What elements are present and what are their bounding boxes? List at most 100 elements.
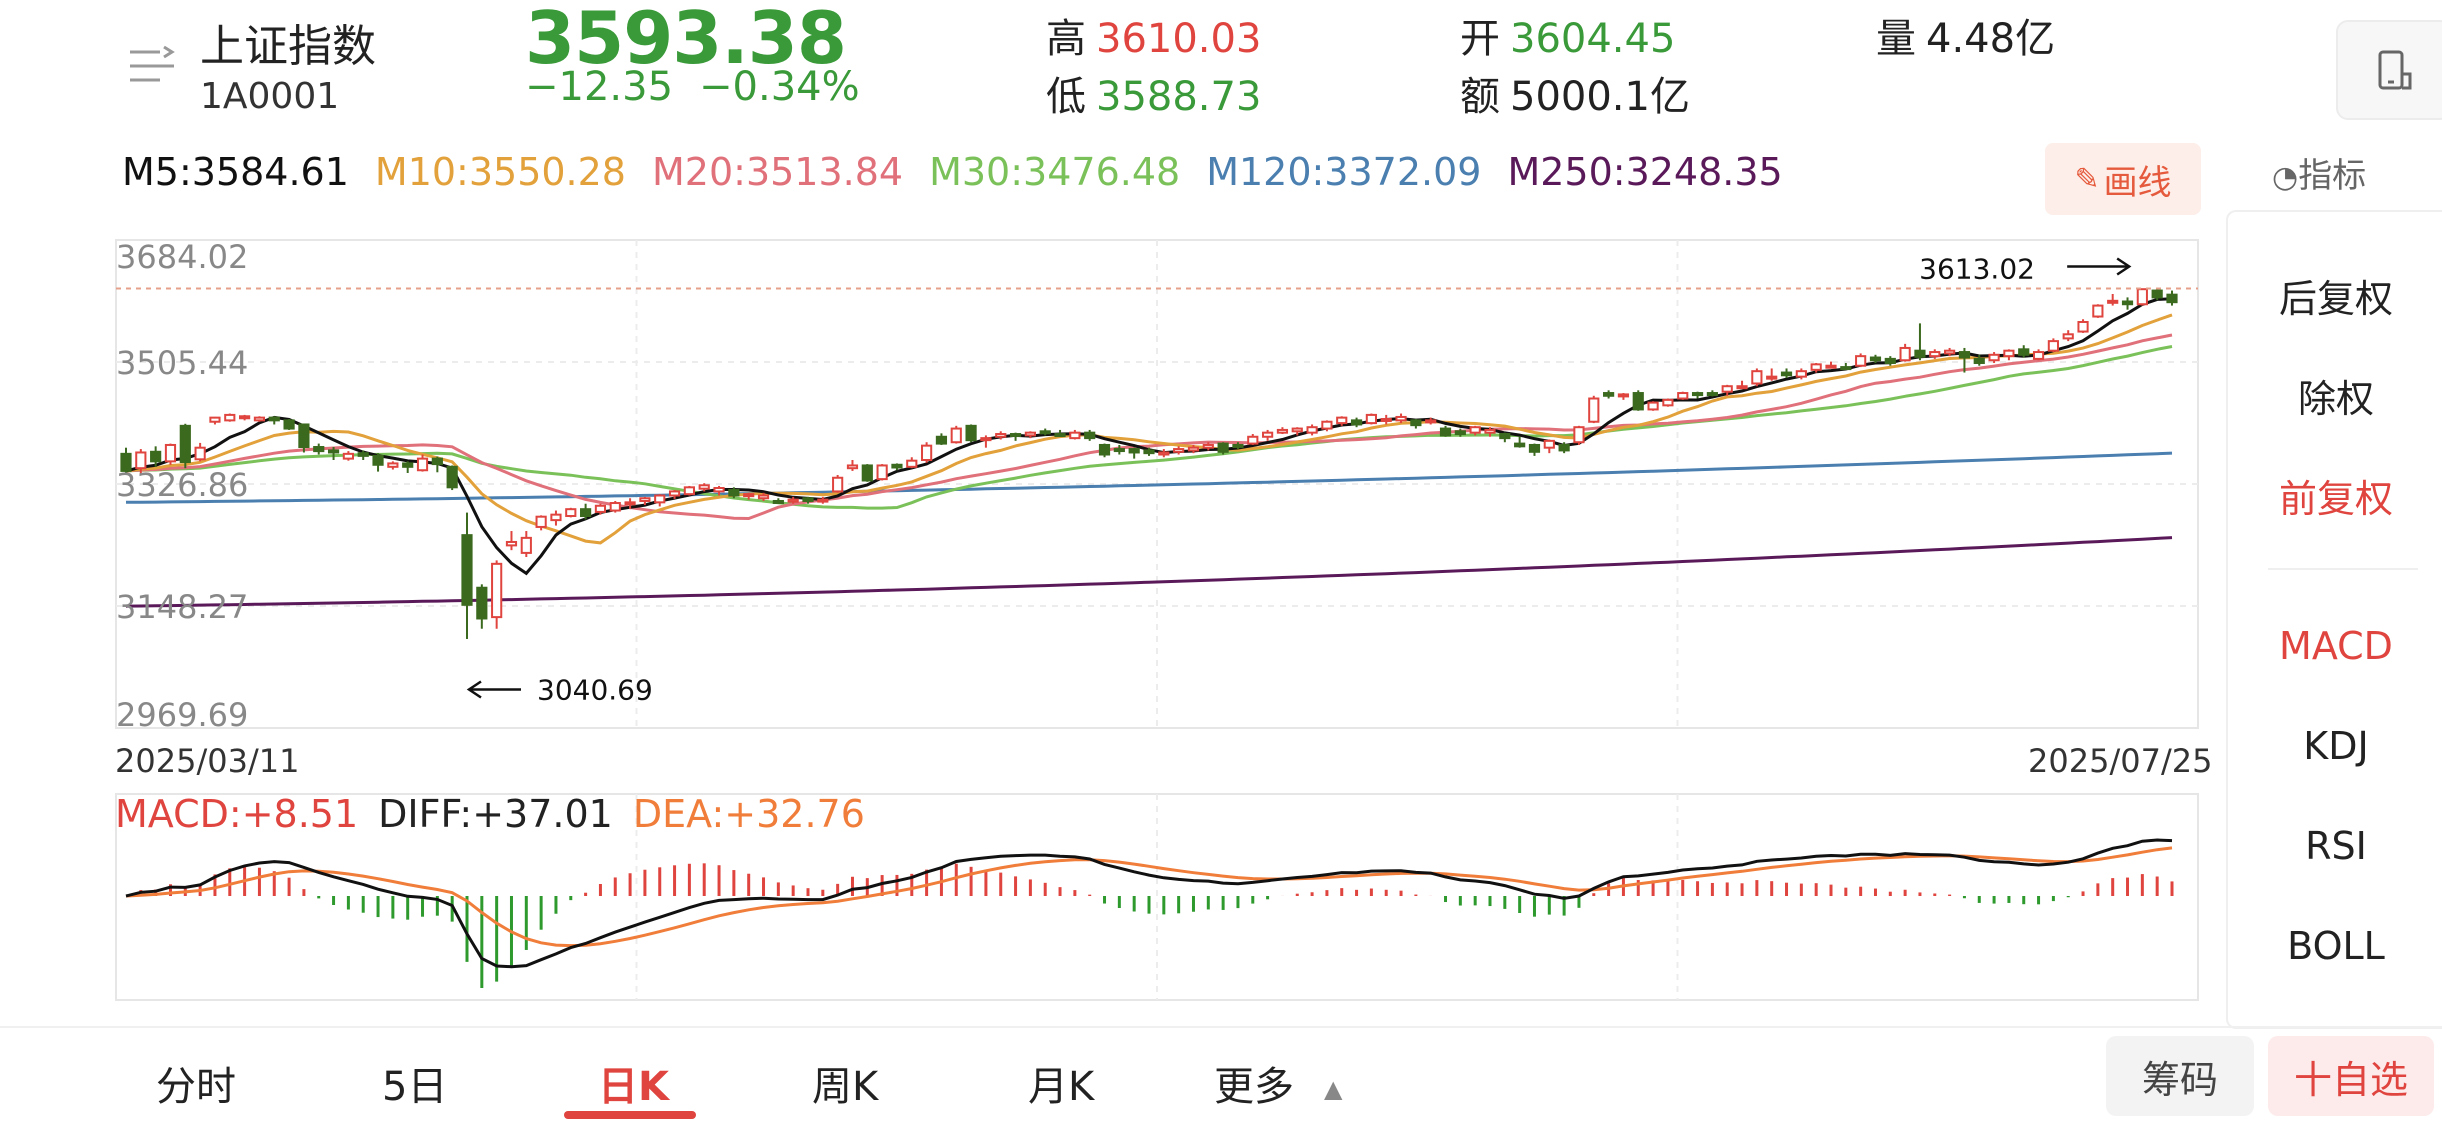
candle-body xyxy=(743,493,755,498)
candle-body xyxy=(698,484,710,490)
candle-body xyxy=(654,494,666,504)
candle-body xyxy=(150,450,162,463)
candle-body xyxy=(1914,349,1926,358)
indicator-item-boll[interactable]: BOLL xyxy=(2287,924,2385,968)
candle-body xyxy=(921,444,933,461)
candle-body xyxy=(1247,435,1259,445)
candle-body xyxy=(550,513,562,522)
tab-monthly-k[interactable]: 月K xyxy=(1028,1064,1095,1110)
rotate-screen-button[interactable] xyxy=(2336,20,2442,120)
max-price-label: 3613.02 xyxy=(1919,253,2035,286)
candle-body xyxy=(1039,430,1051,435)
candle-body xyxy=(1158,451,1170,456)
candle-body xyxy=(1202,443,1214,449)
ma10-line xyxy=(125,313,2173,545)
add-watchlist-button[interactable]: 十自选 xyxy=(2268,1036,2434,1116)
stat-amount: 额 5000.1亿 xyxy=(1460,64,1690,122)
candle-body xyxy=(120,452,132,472)
adjust-indicator-panel: 后复权 除权 前复权 MACD KDJ RSI BOLL xyxy=(2226,210,2442,1029)
candle-body xyxy=(164,443,177,463)
candle-body xyxy=(1306,426,1318,434)
tab-weekly-k[interactable]: 周K xyxy=(812,1064,879,1110)
candle-body xyxy=(1380,418,1392,423)
candle-body xyxy=(283,419,295,430)
stat-volume: 量 4.48亿 xyxy=(1876,6,2055,64)
candle-body xyxy=(1884,357,1896,364)
candle-body xyxy=(728,489,740,497)
candle-body xyxy=(2151,289,2163,299)
indicator-settings-button[interactable]: ◔指标 xyxy=(2272,148,2366,197)
active-tab-indicator xyxy=(564,1111,696,1119)
draw-line-button[interactable]: ✎ 画线 xyxy=(2045,143,2201,215)
candle-body xyxy=(1899,346,1911,362)
indicator-item-kdj[interactable]: KDJ xyxy=(2303,724,2369,768)
min-price-label: 3040.69 xyxy=(537,673,653,706)
candle-body xyxy=(1439,427,1452,437)
candle-body xyxy=(1499,433,1511,440)
candle-body xyxy=(1098,443,1111,456)
candle-body xyxy=(1855,355,1867,367)
indicator-item-rsi[interactable]: RSI xyxy=(2305,824,2367,868)
chip-distribution-button[interactable]: 筹码 xyxy=(2106,1036,2254,1116)
min-arrow-head xyxy=(466,680,482,699)
candle-body xyxy=(1009,433,1022,438)
candle-body xyxy=(1173,448,1185,453)
candle-body xyxy=(2092,304,2104,318)
triangle-up-icon: ▲ xyxy=(1324,1075,1343,1103)
candle-body xyxy=(1187,446,1200,452)
candle-body xyxy=(1677,392,1689,400)
candle-body xyxy=(935,435,948,445)
change-value: −12.35 xyxy=(525,64,674,110)
adjust-item-qian[interactable]: 前复权 xyxy=(2278,477,2393,521)
candle-body xyxy=(1084,431,1096,440)
stat-high-value: 3610.03 xyxy=(1096,16,1262,62)
candle-body xyxy=(1573,426,1585,444)
price-change: −12.35 −0.34% xyxy=(525,64,886,110)
candle-body xyxy=(1321,420,1333,430)
tab-5day[interactable]: 5日 xyxy=(382,1064,448,1110)
macd-value: MACD:+8.51 xyxy=(115,792,359,836)
candle-body xyxy=(2018,348,2030,356)
candle-body xyxy=(505,540,518,547)
candle-body xyxy=(1350,419,1363,426)
candle-body xyxy=(1217,442,1229,453)
candle-body xyxy=(461,534,473,606)
ma10-value: M10:3550.28 xyxy=(374,150,626,194)
ma-legend: M5:3584.61 M10:3550.28 M20:3513.84 M30:3476… xyxy=(122,150,1809,194)
candle-body xyxy=(1691,392,1704,397)
candle-body xyxy=(2136,288,2148,306)
candle-body xyxy=(327,449,340,454)
candle-body xyxy=(446,465,458,489)
phone-rotate-icon xyxy=(2378,50,2412,90)
list-menu-icon xyxy=(130,45,175,82)
candle-body xyxy=(1795,370,1807,378)
adjust-item-chu[interactable]: 除权 xyxy=(2297,377,2374,421)
candle-body xyxy=(624,501,636,506)
indicator-item-macd[interactable]: MACD xyxy=(2279,624,2393,668)
tab-more[interactable]: 更多 ▲ xyxy=(1214,1054,1342,1112)
stock-code: 1A0001 xyxy=(200,76,340,117)
candle-body xyxy=(1603,392,1615,397)
menu-icon[interactable] xyxy=(120,38,180,98)
candle-body xyxy=(891,463,903,469)
ma20-value: M20:3513.84 xyxy=(652,150,904,194)
tab-daily-k[interactable]: 日K xyxy=(598,1064,669,1110)
max-arrow-head xyxy=(2116,257,2132,276)
candle-body xyxy=(1143,449,1155,455)
current-price: 3593.38 xyxy=(525,0,847,80)
candle-body xyxy=(1588,397,1600,423)
candle-body xyxy=(520,536,532,554)
candle-body xyxy=(2107,299,2119,304)
y-tick-label: 3505.44 xyxy=(116,344,248,382)
candle-body xyxy=(1958,351,1971,359)
ma250-line xyxy=(125,536,2173,608)
tab-fenshi[interactable]: 分时 xyxy=(156,1064,236,1110)
candle-body xyxy=(476,586,488,620)
candle-body xyxy=(2062,333,2074,340)
adjust-item-hou[interactable]: 后复权 xyxy=(2278,277,2393,321)
candle-body xyxy=(2121,300,2134,306)
candle-body xyxy=(1543,439,1555,449)
panel-divider xyxy=(2268,568,2418,570)
candle-body xyxy=(1128,448,1140,454)
candle-body xyxy=(639,497,651,502)
